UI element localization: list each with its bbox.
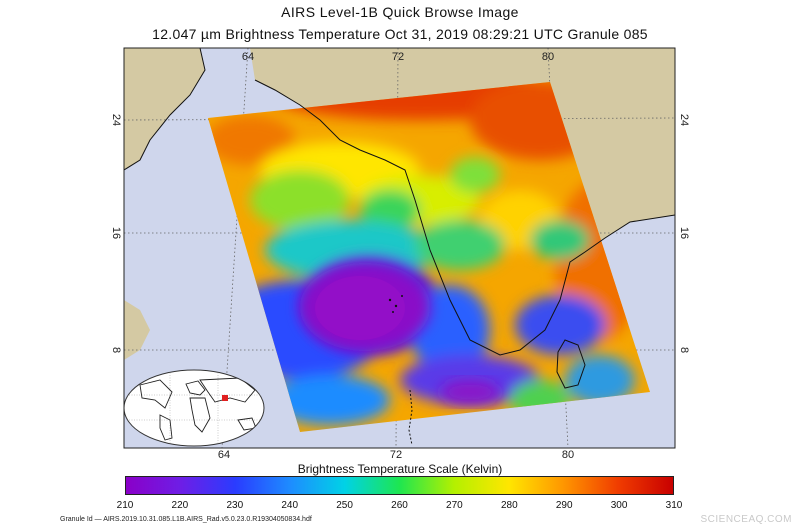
left-lat-tick: 16 xyxy=(110,227,122,239)
bottom-lon-tick: 64 xyxy=(218,449,230,461)
map-border xyxy=(123,47,676,449)
colorbar-tick-label: 230 xyxy=(226,500,244,511)
colorbar-tick-label: 270 xyxy=(446,500,463,511)
top-lon-tick: 80 xyxy=(542,51,554,63)
left-lat-tick: 8 xyxy=(110,347,122,353)
colorbar-tick-label: 250 xyxy=(336,500,353,511)
colorbar-title: Brightness Temperature Scale (Kelvin) xyxy=(297,462,503,476)
top-lon-tick: 64 xyxy=(242,51,254,63)
watermark: SCIENCEAQ.COM xyxy=(700,514,792,525)
bottom-lon-tick: 80 xyxy=(562,449,574,461)
right-lat-tick: 24 xyxy=(678,114,690,126)
colorbar-tick-label: 210 xyxy=(116,500,134,511)
inset-swath-marker xyxy=(222,395,228,401)
bottom-lon-tick: 72 xyxy=(390,449,402,461)
arabian-peninsula-land xyxy=(124,48,205,170)
colorbar-tick-label: 260 xyxy=(391,500,408,511)
colorbar xyxy=(125,476,674,495)
colorbar-tick-label: 240 xyxy=(281,500,299,511)
coastlines xyxy=(124,48,675,446)
right-lat-tick: 8 xyxy=(678,347,690,353)
granule-id: Granule Id — AIRS.2019.10.31.085.L1B.AIR… xyxy=(60,516,312,523)
colorbar-tick-label: 290 xyxy=(555,500,573,511)
world-inset-globe xyxy=(124,369,265,447)
map-area xyxy=(124,48,675,448)
left-lat-tick: 24 xyxy=(110,114,122,126)
image-subtitle: 12.047 µm Brightness Temperature Oct 31,… xyxy=(152,26,648,42)
colorbar-tick-label: 220 xyxy=(171,500,189,511)
top-lon-tick: 72 xyxy=(392,51,404,63)
africa-land xyxy=(124,300,150,360)
colorbar-tick-label: 280 xyxy=(500,500,518,511)
colorbar-tick-label: 300 xyxy=(610,500,628,511)
island-dots xyxy=(388,295,403,313)
colorbar-tick-label: 310 xyxy=(665,500,683,511)
right-lat-tick: 16 xyxy=(678,227,690,239)
image-title: AIRS Level-1B Quick Browse Image xyxy=(281,4,519,20)
